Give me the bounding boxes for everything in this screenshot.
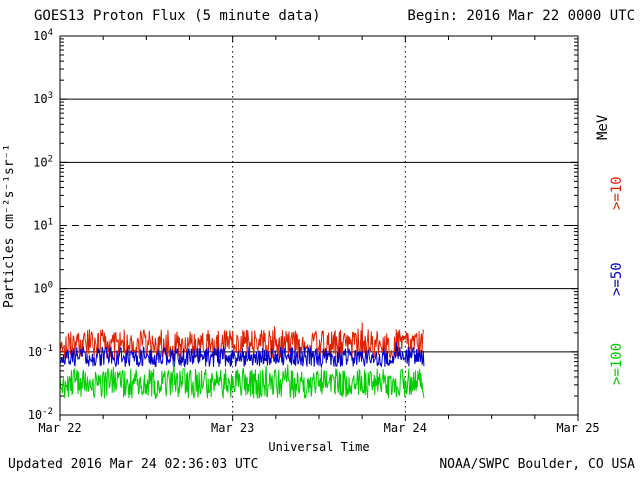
y-tick-label: 102: [33, 154, 53, 169]
x-axis-label: Universal Time: [268, 440, 370, 454]
y-tick-label: 100: [33, 281, 53, 296]
flux-series: [59, 322, 425, 399]
series-label-ge10: >=10: [609, 176, 625, 210]
series-line-ge100: [59, 360, 425, 399]
x-tick-label: Mar 24: [384, 421, 427, 435]
x-tick-label: Mar 23: [211, 421, 254, 435]
chart-title: GOES13 Proton Flux (5 minute data): [34, 8, 321, 24]
series-label-ge50: >=50: [609, 262, 625, 296]
begin-timestamp: Begin: 2016 Mar 22 0000 UTC: [407, 8, 635, 24]
series-line-ge10: [59, 322, 425, 361]
y-tick-label: 101: [33, 218, 53, 233]
y-tick-label: 103: [33, 91, 53, 106]
y-tick-label: 10-2: [28, 407, 53, 422]
right-axis-units-label: MeV: [595, 114, 611, 140]
y-tick-label: 104: [33, 28, 53, 43]
series-line-ge50: [59, 342, 425, 369]
x-tick-label: Mar 25: [556, 421, 599, 435]
updated-timestamp: Updated 2016 Mar 24 02:36:03 UTC: [8, 457, 259, 472]
y-tick-label: 10-1: [28, 344, 53, 359]
series-label-ge100: >=100: [609, 342, 625, 386]
source-attribution: NOAA/SWPC Boulder, CO USA: [439, 457, 635, 472]
axis-ticks: [59, 36, 579, 421]
plot-border: [59, 35, 579, 416]
x-tick-label: Mar 22: [38, 421, 81, 435]
